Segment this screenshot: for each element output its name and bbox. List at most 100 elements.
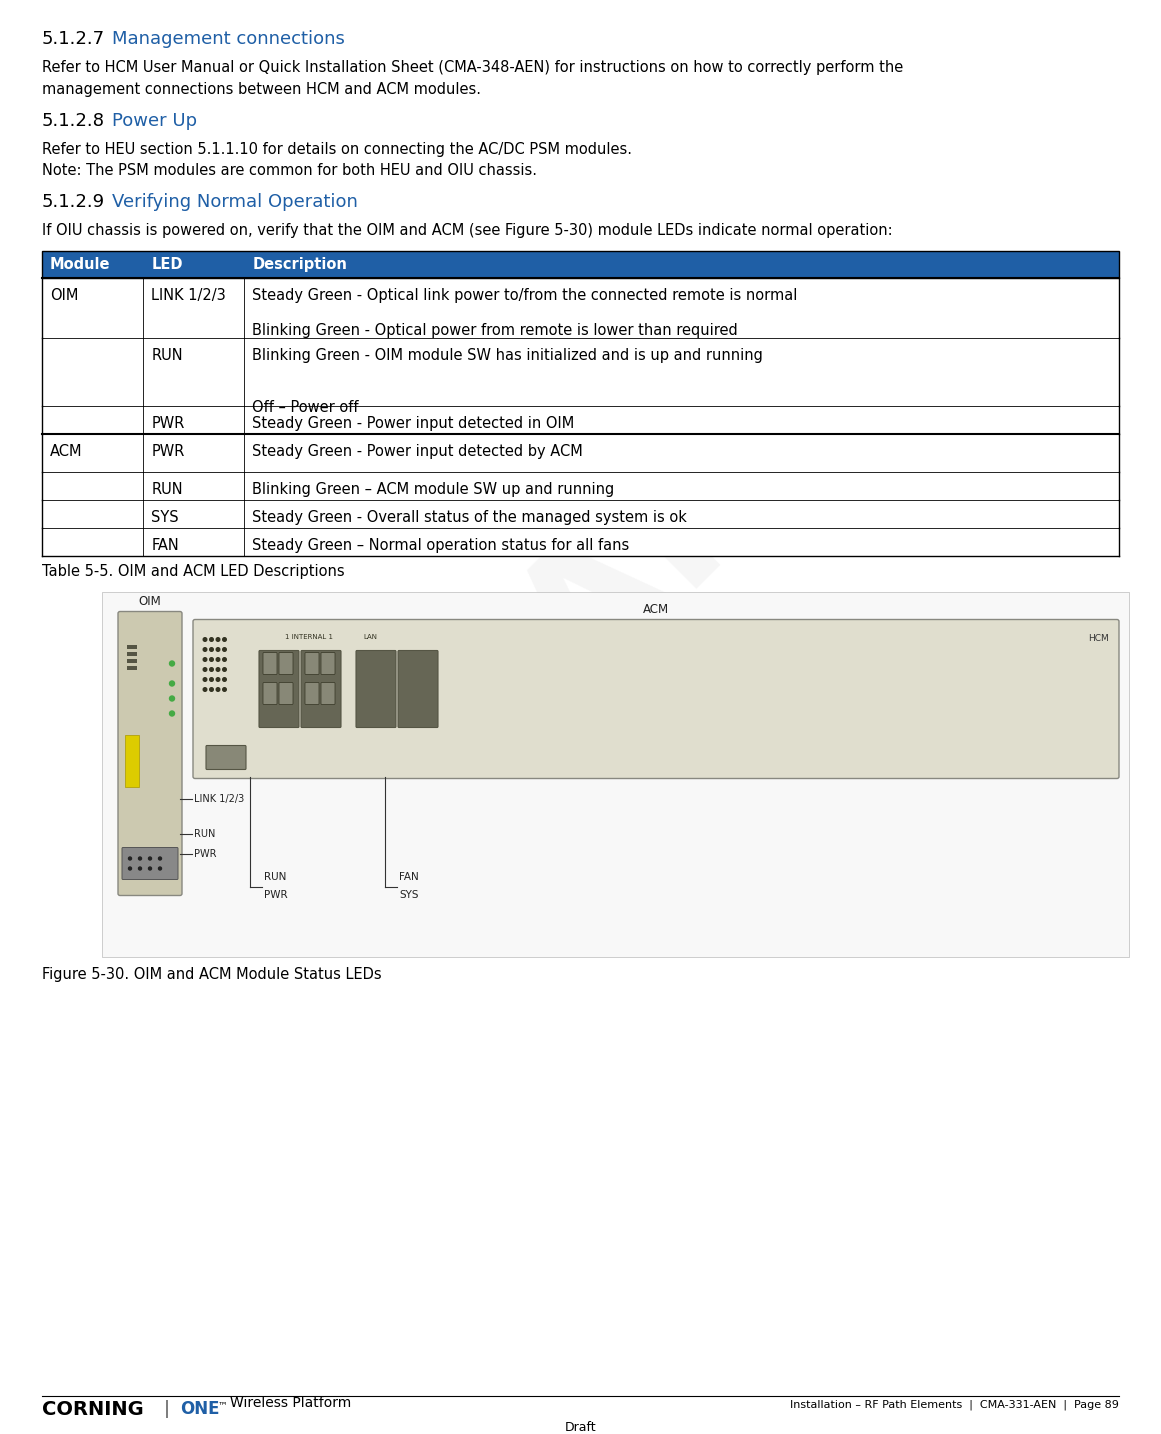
- Text: PWR: PWR: [151, 416, 185, 430]
- Text: 5.1.2.8: 5.1.2.8: [42, 112, 104, 129]
- Text: Blinking Green - Optical power from remote is lower than required: Blinking Green - Optical power from remo…: [252, 323, 738, 337]
- Circle shape: [149, 858, 151, 860]
- Text: Verifying Normal Operation: Verifying Normal Operation: [111, 194, 358, 211]
- Text: Blinking Green – ACM module SW up and running: Blinking Green – ACM module SW up and ru…: [252, 482, 614, 496]
- Text: Installation – RF Path Elements  |  CMA-331-AEN  |  Page 89: Installation – RF Path Elements | CMA-33…: [791, 1400, 1119, 1411]
- Text: LINK 1/2/3: LINK 1/2/3: [151, 287, 226, 303]
- FancyBboxPatch shape: [305, 683, 319, 704]
- Circle shape: [203, 658, 207, 661]
- Bar: [42, 472, 1119, 499]
- Text: HCM: HCM: [1088, 634, 1109, 642]
- Text: LINK 1/2/3: LINK 1/2/3: [194, 793, 244, 803]
- Text: LAN: LAN: [363, 634, 377, 640]
- Text: OIM: OIM: [138, 595, 161, 608]
- FancyBboxPatch shape: [320, 652, 336, 674]
- Text: Refer to HCM User Manual or Quick Installation Sheet (CMA-348-AEN) for instructi: Refer to HCM User Manual or Quick Instal…: [42, 60, 903, 75]
- Bar: [42, 251, 1119, 278]
- Circle shape: [159, 858, 161, 860]
- Text: Steady Green - Power input detected in OIM: Steady Green - Power input detected in O…: [252, 416, 575, 430]
- FancyBboxPatch shape: [193, 619, 1119, 779]
- Bar: [102, 591, 1128, 956]
- Text: Management connections: Management connections: [111, 30, 345, 47]
- Circle shape: [223, 688, 226, 691]
- Text: FAN: FAN: [151, 538, 179, 552]
- Text: PWR: PWR: [194, 849, 216, 859]
- Text: Module: Module: [50, 257, 110, 272]
- Text: PWR: PWR: [151, 443, 185, 459]
- Text: CORNING: CORNING: [42, 1400, 144, 1420]
- Circle shape: [223, 668, 226, 671]
- Text: RUN: RUN: [151, 347, 183, 363]
- Text: Steady Green - Overall status of the managed system is ok: Steady Green - Overall status of the man…: [252, 509, 687, 525]
- Text: Off – Power off: Off – Power off: [252, 400, 359, 414]
- Circle shape: [203, 678, 207, 681]
- Text: 5.1.2.7: 5.1.2.7: [42, 30, 106, 47]
- Bar: [127, 651, 137, 655]
- Text: DRAFT: DRAFT: [280, 315, 881, 918]
- Bar: [127, 644, 137, 648]
- FancyBboxPatch shape: [279, 652, 293, 674]
- Circle shape: [138, 868, 142, 870]
- Bar: [42, 278, 1119, 337]
- FancyBboxPatch shape: [205, 746, 246, 770]
- FancyBboxPatch shape: [118, 611, 182, 895]
- Text: Refer to HEU section 5.1.1.10 for details on connecting the AC/DC PSM modules.: Refer to HEU section 5.1.1.10 for detail…: [42, 142, 632, 156]
- Bar: [127, 665, 137, 670]
- Circle shape: [216, 638, 219, 641]
- Bar: [42, 251, 1119, 278]
- Circle shape: [216, 648, 219, 651]
- Text: SYS: SYS: [399, 889, 418, 899]
- Text: PWR: PWR: [264, 889, 288, 899]
- Text: 5.1.2.9: 5.1.2.9: [42, 194, 106, 211]
- Text: LED: LED: [151, 257, 182, 272]
- Bar: [125, 736, 139, 787]
- Text: ™: ™: [218, 1400, 228, 1410]
- Circle shape: [223, 638, 226, 641]
- Text: Description: Description: [252, 257, 347, 272]
- FancyBboxPatch shape: [301, 651, 341, 727]
- Text: Note: The PSM modules are common for both HEU and OIU chassis.: Note: The PSM modules are common for bot…: [42, 163, 538, 178]
- Bar: [42, 433, 1119, 472]
- Circle shape: [129, 868, 131, 870]
- Text: Steady Green - Optical link power to/from the connected remote is normal: Steady Green - Optical link power to/fro…: [252, 287, 798, 303]
- Circle shape: [216, 658, 219, 661]
- FancyBboxPatch shape: [398, 651, 438, 727]
- Circle shape: [223, 678, 226, 681]
- Bar: [42, 499, 1119, 528]
- FancyBboxPatch shape: [356, 651, 396, 727]
- Text: ACM: ACM: [50, 443, 82, 459]
- Circle shape: [203, 668, 207, 671]
- Bar: [42, 406, 1119, 433]
- Circle shape: [203, 688, 207, 691]
- Circle shape: [170, 711, 174, 716]
- Circle shape: [216, 668, 219, 671]
- Bar: [127, 658, 137, 663]
- Circle shape: [210, 648, 214, 651]
- Text: 1 INTERNAL 1: 1 INTERNAL 1: [284, 634, 333, 640]
- Text: Steady Green - Power input detected by ACM: Steady Green - Power input detected by A…: [252, 443, 583, 459]
- Bar: [42, 528, 1119, 555]
- Circle shape: [216, 678, 219, 681]
- Circle shape: [203, 648, 207, 651]
- Circle shape: [159, 868, 161, 870]
- FancyBboxPatch shape: [305, 652, 319, 674]
- Circle shape: [129, 858, 131, 860]
- Circle shape: [138, 858, 142, 860]
- FancyBboxPatch shape: [259, 651, 300, 727]
- Circle shape: [210, 658, 214, 661]
- FancyBboxPatch shape: [122, 847, 178, 879]
- Text: FAN: FAN: [399, 872, 419, 882]
- Circle shape: [210, 678, 214, 681]
- Text: ONE: ONE: [180, 1400, 219, 1418]
- Text: Power Up: Power Up: [111, 112, 197, 129]
- Text: Blinking Green - OIM module SW has initialized and is up and running: Blinking Green - OIM module SW has initi…: [252, 347, 763, 363]
- FancyBboxPatch shape: [320, 683, 336, 704]
- Text: Steady Green – Normal operation status for all fans: Steady Green – Normal operation status f…: [252, 538, 629, 552]
- Bar: [42, 337, 1119, 406]
- Text: OIM: OIM: [50, 287, 79, 303]
- Text: RUN: RUN: [151, 482, 183, 496]
- Text: Wireless Platform: Wireless Platform: [230, 1397, 352, 1410]
- Circle shape: [223, 658, 226, 661]
- Text: RUN: RUN: [194, 829, 216, 839]
- FancyBboxPatch shape: [279, 683, 293, 704]
